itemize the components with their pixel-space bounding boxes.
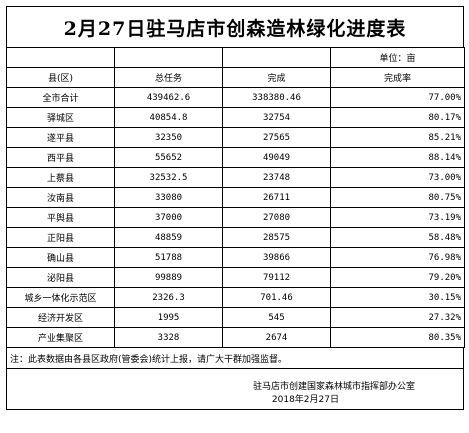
table-row: 全市合计 439462.6 338380.46 77.00% — [6, 87, 465, 108]
footer-date: 2018年2月27日 — [271, 395, 339, 405]
footer: 驻马店市创建国家森林城市指挥部办公室 2018年2月27日 — [6, 369, 464, 410]
completion-rate-cell: 30.15% — [330, 287, 465, 308]
completed-cell: 27565 — [222, 127, 331, 148]
completion-rate-cell: 80.35% — [330, 327, 465, 348]
county-cell: 经济开发区 — [6, 307, 115, 328]
county-cell: 全市合计 — [6, 87, 115, 108]
unit-row-blank — [222, 47, 331, 68]
county-cell: 西平县 — [6, 147, 115, 168]
completion-rate-cell: 80.75% — [330, 187, 465, 208]
county-cell: 遂平县 — [6, 127, 115, 148]
completion-rate-cell: 77.00% — [330, 87, 465, 108]
completion-rate-cell: 76.98% — [330, 247, 465, 268]
total-task-cell: 3328 — [114, 327, 223, 348]
footer-org: 驻马店市创建国家森林城市指挥部办公室 — [252, 382, 415, 392]
completed-cell: 79112 — [222, 267, 331, 288]
completion-rate-cell: 88.14% — [330, 147, 465, 168]
unit-row-blank — [114, 47, 223, 68]
county-cell: 平舆县 — [6, 207, 115, 228]
total-task-cell: 32532.5 — [114, 167, 223, 188]
completed-cell: 28575 — [222, 227, 331, 248]
table-row: 泌阳县 99889 79112 79.20% — [6, 267, 465, 288]
table-row: 经济开发区 1995 545 27.32% — [6, 307, 465, 328]
total-task-cell: 55652 — [114, 147, 223, 168]
county-cell: 汝南县 — [6, 187, 115, 208]
total-task-cell: 48859 — [114, 227, 223, 248]
county-cell: 城乡一体化示范区 — [6, 287, 115, 308]
page-title: 2月27日驻马店市创森造林绿化进度表 — [6, 6, 464, 47]
completion-rate-cell: 27.32% — [330, 307, 465, 328]
unit-label: 单位：亩 — [330, 47, 465, 68]
total-task-cell: 37000 — [114, 207, 223, 228]
county-cell: 正阳县 — [6, 227, 115, 248]
completed-cell: 701.46 — [222, 287, 331, 308]
table-row: 遂平县 32350 27565 85.21% — [6, 127, 465, 148]
completed-cell: 39866 — [222, 247, 331, 268]
header-total-task: 总任务 — [114, 67, 223, 88]
completed-cell: 23748 — [222, 167, 331, 188]
total-task-cell: 51788 — [114, 247, 223, 268]
total-task-cell: 1995 — [114, 307, 223, 328]
completion-rate-cell: 73.19% — [330, 207, 465, 228]
header-row: 县(区) 总任务 完成 完成率 — [6, 67, 465, 88]
county-cell: 产业集聚区 — [6, 327, 115, 348]
table-row: 正阳县 48859 28575 58.48% — [6, 227, 465, 248]
completion-rate-cell: 58.48% — [330, 227, 465, 248]
completed-cell: 2674 — [222, 327, 331, 348]
total-task-cell: 99889 — [114, 267, 223, 288]
progress-table: 单位：亩 县(区) 总任务 完成 完成率 全市合计 439462.6 338380.… — [6, 47, 465, 348]
progress-sheet: 2月27日驻马店市创森造林绿化进度表 单位：亩 县(区) 总任务 完成 完成率 … — [6, 6, 465, 410]
table-row: 上蔡县 32532.5 23748 73.00% — [6, 167, 465, 188]
completed-cell: 26711 — [222, 187, 331, 208]
completed-cell: 338380.46 — [222, 87, 331, 108]
table-note: 注：此表数据由各县区政府(管委会)统计上报，请广大干群加强监督。 — [6, 348, 464, 369]
table-row: 驿城区 40854.8 32754 80.17% — [6, 107, 465, 128]
county-cell: 驿城区 — [6, 107, 115, 128]
header-completed: 完成 — [222, 67, 331, 88]
completion-rate-cell: 80.17% — [330, 107, 465, 128]
county-cell: 泌阳县 — [6, 267, 115, 288]
total-task-cell: 32350 — [114, 127, 223, 148]
unit-row: 单位：亩 — [6, 47, 465, 68]
completion-rate-cell: 79.20% — [330, 267, 465, 288]
header-county: 县(区) — [6, 67, 115, 88]
table-row: 城乡一体化示范区 2326.3 701.46 30.15% — [6, 287, 465, 308]
table-body: 单位：亩 县(区) 总任务 完成 完成率 全市合计 439462.6 338380.… — [6, 47, 465, 348]
completed-cell: 32754 — [222, 107, 331, 128]
table-row: 确山县 51788 39866 76.98% — [6, 247, 465, 268]
completion-rate-cell: 73.00% — [330, 167, 465, 188]
total-task-cell: 2326.3 — [114, 287, 223, 308]
table-row: 平舆县 37000 27080 73.19% — [6, 207, 465, 228]
table-row: 产业集聚区 3328 2674 80.35% — [6, 327, 465, 348]
table-row: 西平县 55652 49049 88.14% — [6, 147, 465, 168]
completion-rate-cell: 85.21% — [330, 127, 465, 148]
header-completion-rate: 完成率 — [330, 67, 465, 88]
unit-row-blank — [6, 47, 115, 68]
completed-cell: 545 — [222, 307, 331, 328]
total-task-cell: 33080 — [114, 187, 223, 208]
completed-cell: 27080 — [222, 207, 331, 228]
total-task-cell: 439462.6 — [114, 87, 223, 108]
table-row: 汝南县 33080 26711 80.75% — [6, 187, 465, 208]
county-cell: 确山县 — [6, 247, 115, 268]
county-cell: 上蔡县 — [6, 167, 115, 188]
total-task-cell: 40854.8 — [114, 107, 223, 128]
completed-cell: 49049 — [222, 147, 331, 168]
